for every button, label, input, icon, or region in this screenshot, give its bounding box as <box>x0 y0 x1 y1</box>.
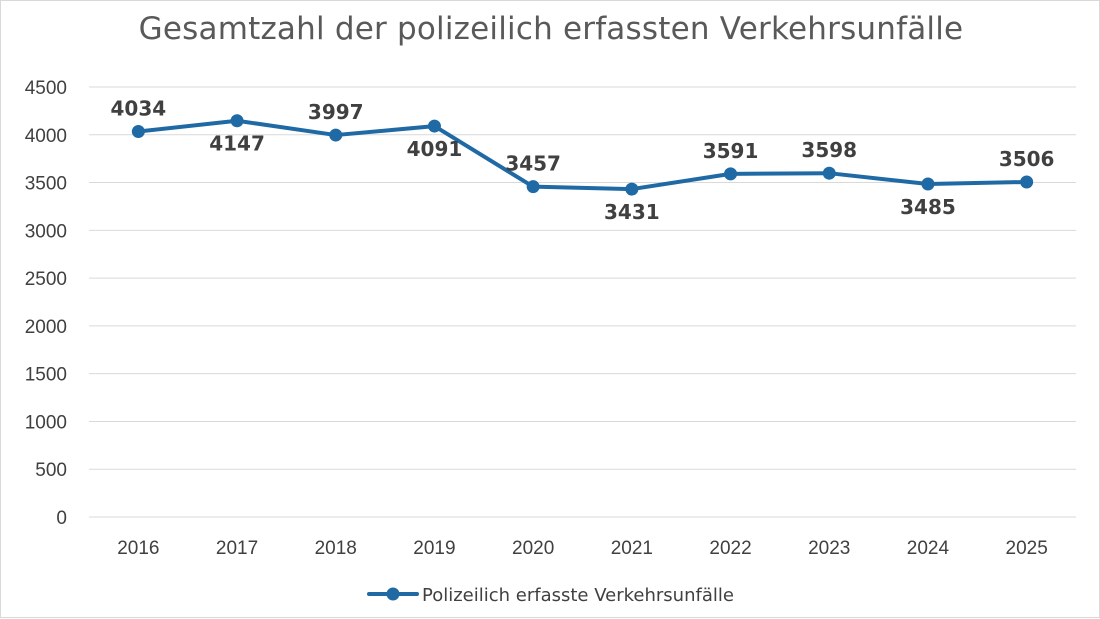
data-label: 4147 <box>209 132 265 156</box>
data-label: 4034 <box>111 97 167 121</box>
data-point <box>526 180 540 194</box>
x-tick-label: 2024 <box>907 538 950 559</box>
y-tick-label: 500 <box>35 460 67 481</box>
data-label: 3506 <box>999 147 1055 171</box>
y-tick-label: 4500 <box>25 78 67 99</box>
series-line <box>136 118 1029 192</box>
y-tick-label: 0 <box>56 508 67 529</box>
y-tick-label: 1000 <box>25 412 67 433</box>
y-tick-label: 3500 <box>25 174 67 195</box>
y-tick-label: 4000 <box>25 126 67 147</box>
legend-point-marker <box>386 587 400 601</box>
data-point <box>329 128 343 142</box>
data-point <box>230 114 244 128</box>
data-point <box>822 166 836 180</box>
x-tick-label: 2023 <box>808 538 850 559</box>
data-point <box>131 125 145 139</box>
data-label: 3431 <box>604 200 660 224</box>
y-tick-label: 1500 <box>25 365 67 386</box>
data-point <box>427 119 441 133</box>
x-tick-label: 2016 <box>117 538 159 559</box>
y-tick-label: 2000 <box>25 317 67 338</box>
x-tick-label: 2019 <box>413 538 455 559</box>
data-point <box>724 167 738 181</box>
legend-label: Polizeilich erfasste Verkehrsunfälle <box>422 585 734 606</box>
data-point <box>921 177 935 191</box>
data-point <box>625 182 639 196</box>
data-label: 3591 <box>703 139 759 163</box>
x-tick-label: 2021 <box>611 538 653 559</box>
x-tick-label: 2020 <box>512 538 554 559</box>
data-label: 4091 <box>407 137 463 161</box>
x-tick-label: 2018 <box>315 538 357 559</box>
data-label: 3997 <box>308 100 364 124</box>
data-label: 3485 <box>900 195 956 219</box>
data-label: 3598 <box>801 138 857 162</box>
y-tick-label: 3000 <box>25 221 67 242</box>
data-point <box>1020 175 1034 189</box>
y-tick-label: 2500 <box>25 269 67 290</box>
x-tick-label: 2017 <box>216 538 258 559</box>
data-label: 3457 <box>505 152 561 176</box>
x-tick-label: 2022 <box>709 538 751 559</box>
chart-title: Gesamtzahl der polizeilich erfassten Ver… <box>138 11 964 47</box>
x-tick-label: 2025 <box>1006 538 1048 559</box>
